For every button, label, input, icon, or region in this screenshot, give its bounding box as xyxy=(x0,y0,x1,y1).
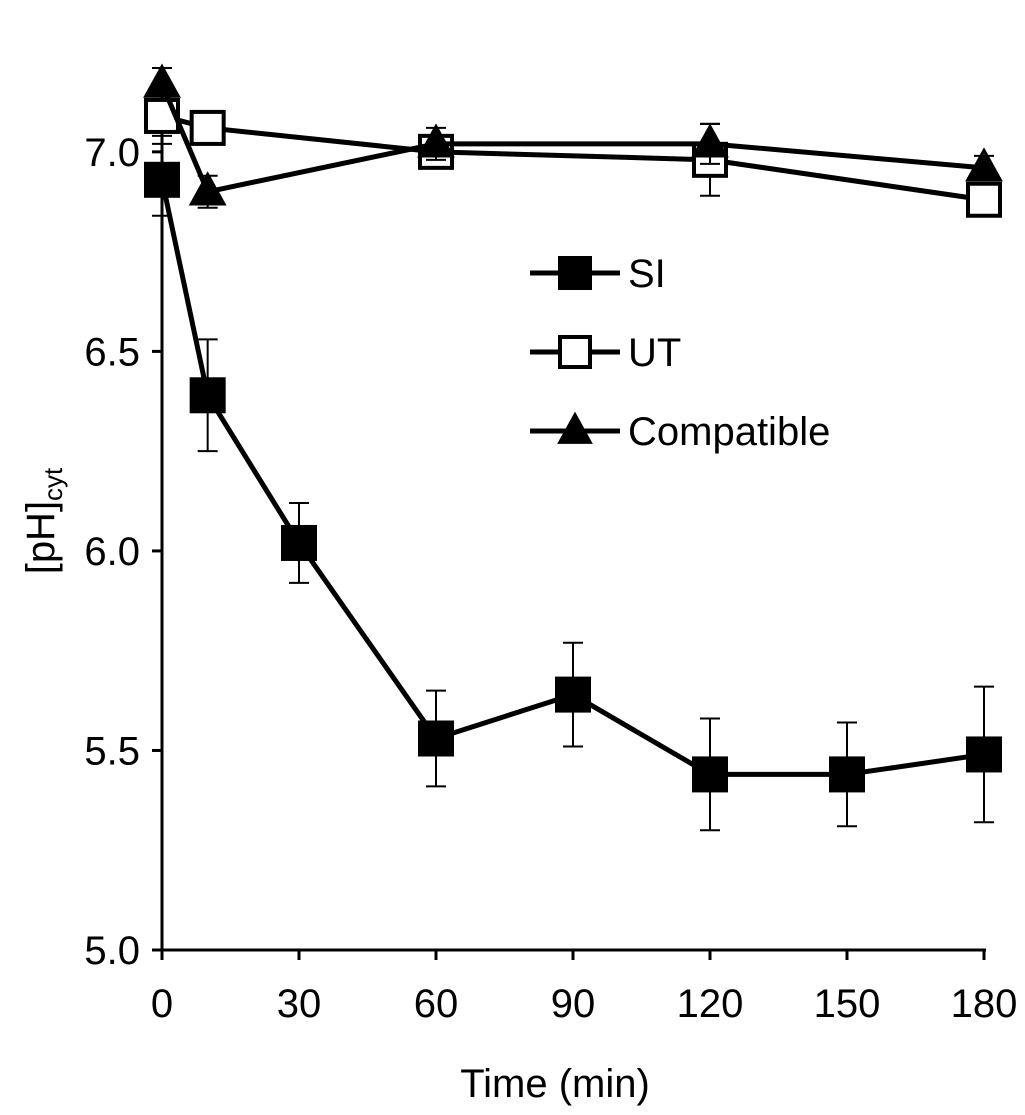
series-line xyxy=(159,179,985,777)
x-tick-label: 30 xyxy=(277,982,322,1026)
x-tick-label: 120 xyxy=(677,982,744,1026)
y-tick-label: 5.5 xyxy=(84,729,140,773)
x-tick-label: 0 xyxy=(151,982,173,1026)
y-tick-label: 6.0 xyxy=(84,530,140,574)
y-axis-title: [pH]cyt xyxy=(19,467,68,574)
data-point xyxy=(966,181,1002,218)
data-point xyxy=(966,736,1002,773)
y-axis-title-subscript: cyt xyxy=(38,467,68,501)
data-point xyxy=(417,123,455,158)
data-point xyxy=(965,147,1003,182)
data-point xyxy=(189,109,226,146)
data-point xyxy=(188,171,227,206)
x-tick-label: 90 xyxy=(551,982,596,1026)
ticks: 5.0 5.5 6.0 6.5 7.0 0 30 60 90 120 150 180 xyxy=(84,131,1017,1026)
data-point xyxy=(692,756,728,793)
data-point xyxy=(144,161,180,198)
y-axis-title-main: [pH] xyxy=(19,501,63,574)
legend-item-si: SI xyxy=(530,252,666,296)
x-axis-title: Time (min) xyxy=(460,1062,650,1106)
y-tick-label: 7.0 xyxy=(84,131,140,175)
data-point xyxy=(143,63,181,98)
legend-label: Compatible xyxy=(628,410,830,454)
x-tick-label: 60 xyxy=(414,982,459,1026)
x-tick-label: 150 xyxy=(814,982,881,1026)
y-tick-label: 6.5 xyxy=(84,330,140,374)
data-point xyxy=(189,377,226,414)
legend-item-ut: UT xyxy=(530,331,681,375)
data-point xyxy=(555,676,591,713)
data-point xyxy=(829,756,865,793)
legend-item-compatible: Compatible xyxy=(530,410,830,454)
data-point xyxy=(691,123,729,158)
legend-label: UT xyxy=(628,331,681,375)
data-point xyxy=(418,720,454,757)
series-group xyxy=(143,63,1003,832)
series-compatible xyxy=(143,63,1003,209)
legend: SI UT Compatible xyxy=(530,252,830,454)
legend-marker xyxy=(558,335,592,369)
data-point xyxy=(281,524,317,561)
legend-marker xyxy=(557,411,593,444)
x-tick-label: 180 xyxy=(951,982,1018,1026)
y-tick-label: 5.0 xyxy=(84,929,140,973)
legend-label: SI xyxy=(628,252,666,296)
series-si xyxy=(144,142,1002,832)
legend-marker xyxy=(558,256,592,290)
